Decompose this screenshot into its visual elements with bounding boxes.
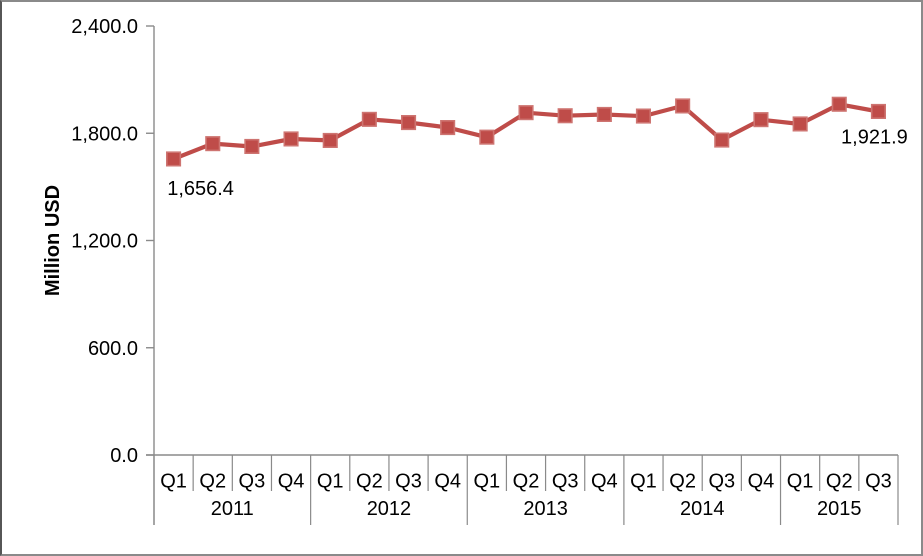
quarter-label: Q4 <box>278 471 305 493</box>
quarter-label: Q1 <box>473 471 500 493</box>
data-point-label: 1,921.9 <box>841 126 908 148</box>
data-point-marker <box>166 151 182 167</box>
data-point-marker <box>244 138 260 154</box>
year-label: 2015 <box>817 498 862 520</box>
quarter-label: Q2 <box>826 471 853 493</box>
quarter-label: Q3 <box>395 471 422 493</box>
data-point-marker <box>635 108 652 124</box>
data-point-marker <box>205 136 221 152</box>
year-label: 2011 <box>211 498 254 520</box>
y-tick-label: 2,400.0 <box>71 16 138 38</box>
data-point-marker <box>361 111 377 127</box>
quarter-label: Q2 <box>669 471 696 493</box>
quarter-label: Q3 <box>239 471 266 493</box>
y-axis-title: Million USD <box>42 185 64 296</box>
data-point-marker <box>479 129 495 145</box>
quarter-label: Q3 <box>865 471 892 493</box>
data-point-label: 1,656.4 <box>167 178 234 200</box>
year-label: 2014 <box>680 498 725 520</box>
quarter-label: Q4 <box>748 471 775 493</box>
quarter-label: Q1 <box>787 471 814 493</box>
data-point-marker <box>792 116 808 132</box>
data-point-marker <box>596 106 612 122</box>
quarter-label: Q1 <box>160 471 187 493</box>
data-point-marker <box>831 96 847 112</box>
quarter-label: Q4 <box>591 471 618 493</box>
data-point-marker <box>675 98 691 114</box>
quarter-label: Q1 <box>317 471 344 493</box>
data-point-marker <box>557 108 573 124</box>
data-point-marker <box>283 131 299 147</box>
data-point-marker <box>440 120 456 136</box>
data-point-marker <box>753 112 769 128</box>
quarter-label: Q1 <box>630 471 657 493</box>
year-label: 2012 <box>367 498 412 520</box>
quarter-label: Q3 <box>708 471 735 493</box>
quarter-label: Q4 <box>434 471 461 493</box>
y-tick-label: 0.0 <box>110 445 138 467</box>
year-label: 2013 <box>523 498 568 520</box>
quarter-label: Q2 <box>513 471 540 493</box>
data-point-marker <box>714 132 730 148</box>
data-point-marker <box>870 103 887 119</box>
quarter-label: Q2 <box>356 471 383 493</box>
quarter-label: Q2 <box>199 471 226 493</box>
data-point-marker <box>400 115 417 131</box>
data-point-marker <box>518 105 534 121</box>
y-tick-label: 600.0 <box>88 338 138 360</box>
quarter-label: Q3 <box>552 471 579 493</box>
y-tick-label: 1,800.0 <box>71 123 138 145</box>
y-tick-label: 1,200.0 <box>71 231 138 253</box>
data-point-marker <box>322 132 338 148</box>
